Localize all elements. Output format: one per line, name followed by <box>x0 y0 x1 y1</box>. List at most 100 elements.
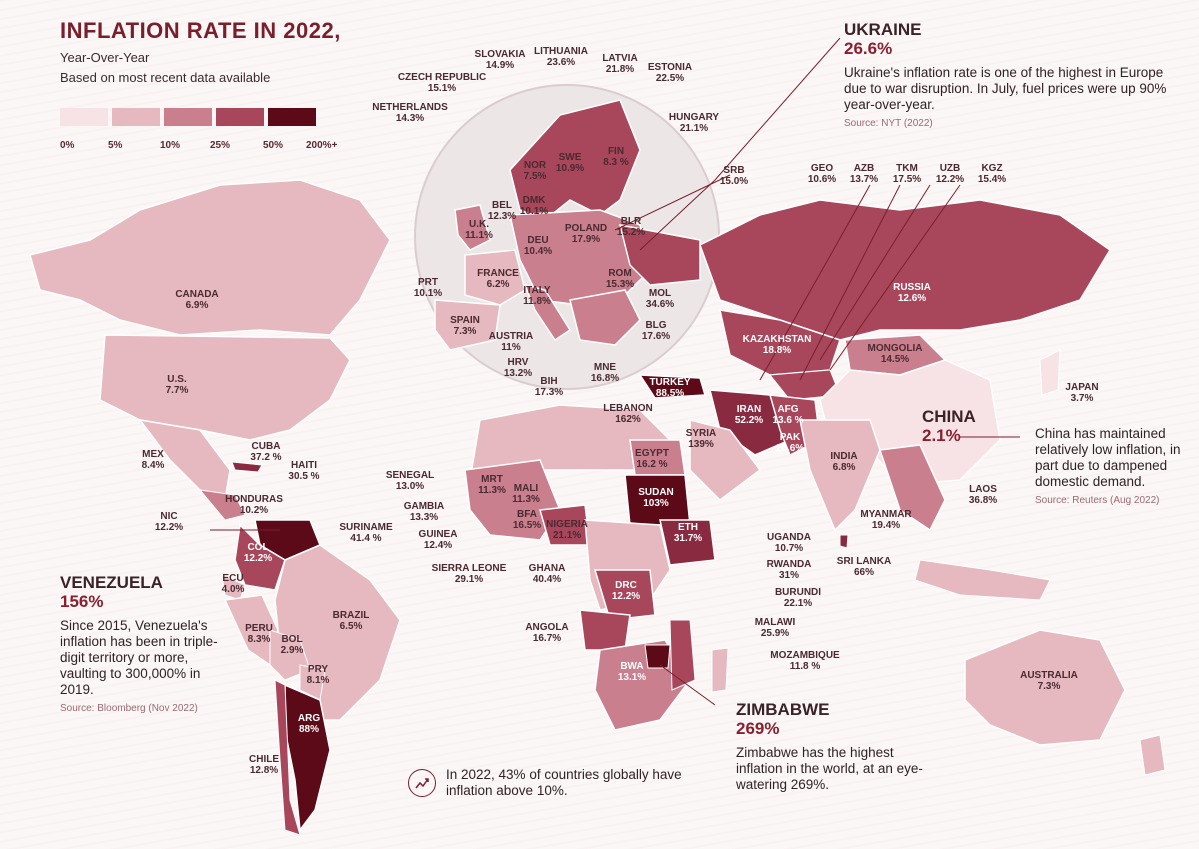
label-kgz: KGZ 15.4% <box>977 163 1007 185</box>
callout-venezuela-source: Source: Bloomberg (Nov 2022) <box>60 703 198 714</box>
label-netherlands: NETHERLANDS 14.3% <box>372 102 448 124</box>
country-central <box>198 489 246 521</box>
label-honduras: HONDURAS 10.2% <box>225 494 283 516</box>
callout-venezuela: VENEZUELA 156% Since 2015, Venezuela's i… <box>60 573 220 714</box>
label-turkey: TURKEY 88.5% <box>649 377 691 399</box>
label-srb: SRB 15.0% <box>719 165 749 187</box>
label-kazakhstan: KAZAKHSTAN 18.8% <box>742 334 812 356</box>
label-deu: DEU 10.4% <box>523 235 553 257</box>
label-peru: PERU 8.3% <box>245 623 273 645</box>
legend-label-2: 10% <box>160 140 181 151</box>
country-ukraine <box>618 224 701 286</box>
label-mongolia: MONGOLIA 14.5% <box>867 343 923 365</box>
label-mrt: MRT 11.3% <box>478 474 506 496</box>
country-nz <box>1139 734 1166 776</box>
label-fin: FIN 8.3 % <box>603 146 629 168</box>
country-srilanka <box>839 534 849 549</box>
label-laos: LAOS 36.8% <box>968 484 998 506</box>
label-bwa: BWA 13.1% <box>617 661 647 683</box>
label-uganda: UGANDA 10.7% <box>767 532 811 554</box>
callout-china-heading: CHINA <box>922 407 976 426</box>
country-italy <box>523 283 572 342</box>
legend-swatch-1 <box>112 108 160 126</box>
label-egypt: EGYPT 16.2 % <box>635 448 669 470</box>
label-canada: CANADA 6.9% <box>175 289 219 311</box>
label-iran: IRAN 52.2% <box>734 404 764 426</box>
callout-ukraine-value: 26.6% <box>844 39 893 58</box>
label-mol: MOL 34.6% <box>645 288 675 310</box>
label-bih: BIH 17.3% <box>534 376 564 398</box>
legend-label-1: 5% <box>108 140 123 151</box>
label-myanmar: MYANMAR 19.4% <box>860 509 912 531</box>
label-srilanka: SRI LANKA 66% <box>836 556 892 578</box>
label-nor: NOR 7.5% <box>523 160 547 182</box>
label-japan: JAPAN 3.7% <box>1065 382 1099 404</box>
country-angola <box>579 609 631 651</box>
label-ecu: ECU 4.0% <box>221 573 245 595</box>
legend-swatch-3 <box>216 108 264 126</box>
country-iran <box>709 389 791 456</box>
label-lithuania: LITHUANIA 23.6% <box>534 46 588 68</box>
callout-zimbabwe-text: Zimbabwe has the highest inflation in th… <box>736 745 923 792</box>
label-afg: AFG 13.6 % <box>772 404 804 426</box>
leader-lines <box>210 37 1020 706</box>
country-cuba <box>231 461 263 473</box>
label-mozambique: MOZAMBIQUE 11.8 % <box>770 650 840 672</box>
legend-label-4: 50% <box>263 140 284 151</box>
country-madagascar <box>711 647 729 693</box>
label-nic: NIC 12.2% <box>154 511 184 533</box>
callout-venezuela-value: 156% <box>60 592 104 611</box>
label-bfa: BFA 16.5% <box>512 509 542 531</box>
label-brazil: BRAZIL 6.5% <box>332 610 370 632</box>
callout-china-text: China has maintained relatively low infl… <box>1035 426 1181 489</box>
label-suriname: SURINAME 41.4 % <box>339 522 393 544</box>
label-lebanon: LEBANON 162% <box>603 403 653 425</box>
footnote: In 2022, 43% of countries globally have … <box>446 767 682 798</box>
label-latvia: LATVIA 21.8% <box>602 53 638 75</box>
country-spain <box>434 299 501 351</box>
label-spain: SPAIN 7.3% <box>450 315 480 337</box>
label-drc: DRC 12.2% <box>611 580 641 602</box>
callout-zimbabwe-heading: ZIMBABWE <box>736 700 830 719</box>
country-col <box>234 523 286 591</box>
country-zimbabwe <box>644 644 671 669</box>
label-pry: PRY 8.1% <box>306 664 330 686</box>
label-guinea: GUINEA 12.4% <box>418 529 458 551</box>
label-nigeria: NIGERIA 21.1% <box>546 519 588 541</box>
callout-zimbabwe-value: 269% <box>736 719 780 738</box>
callout-ukraine: UKRAINE 26.6% Ukraine's inflation rate i… <box>844 20 1179 129</box>
country-west-africa <box>464 459 561 541</box>
callout-zimbabwe: ZIMBABWE 269% Zimbabwe has the highest i… <box>736 700 936 793</box>
country-drc <box>593 569 656 621</box>
label-azb: AZB 13.7% <box>849 163 879 185</box>
label-prt: PRT 10.1% <box>413 277 443 299</box>
label-rwanda: RWANDA 31% <box>766 559 812 581</box>
label-australia: AUSTRALIA 7.3% <box>1020 670 1078 692</box>
label-hungary: HUNGARY 21.1% <box>668 112 720 134</box>
label-blr: BLR 15.2% <box>616 216 646 238</box>
map-title: INFLATION RATE IN 2022, <box>60 18 341 43</box>
label-gambia: GAMBIA 13.3% <box>403 501 445 523</box>
label-hrv: HRV 13.2% <box>503 357 533 379</box>
legend-label-3: 25% <box>210 140 231 151</box>
label-burundi: BURUNDI 22.1% <box>774 587 822 609</box>
country-arabia <box>689 419 762 501</box>
label-us: U.S. 7.7% <box>165 374 189 396</box>
callout-china: China has maintained relatively low infl… <box>1035 426 1185 506</box>
label-italy: ITALY 11.8% <box>523 285 551 307</box>
map-subtitle-2: Based on most recent data available <box>60 70 271 85</box>
callout-ukraine-heading: UKRAINE <box>844 20 922 39</box>
label-syria: SYRIA 139% <box>685 428 717 450</box>
label-malawi: MALAWI 25.9% <box>754 617 796 639</box>
label-rom: ROM 15.3% <box>605 268 635 290</box>
label-haiti: HAITI 30.5 % <box>288 460 320 482</box>
label-bol: BOL 2.9% <box>280 634 304 656</box>
country-france <box>464 249 526 306</box>
label-russia: RUSSIA 12.6% <box>893 282 931 304</box>
country-india <box>799 419 881 532</box>
label-france: FRANCE 6.2% <box>477 268 519 290</box>
country-uk <box>454 204 491 251</box>
country-balkans <box>569 289 641 346</box>
label-bel: BEL 12.3% <box>487 200 517 222</box>
map-subtitle: Year-Over-Year <box>60 50 150 65</box>
